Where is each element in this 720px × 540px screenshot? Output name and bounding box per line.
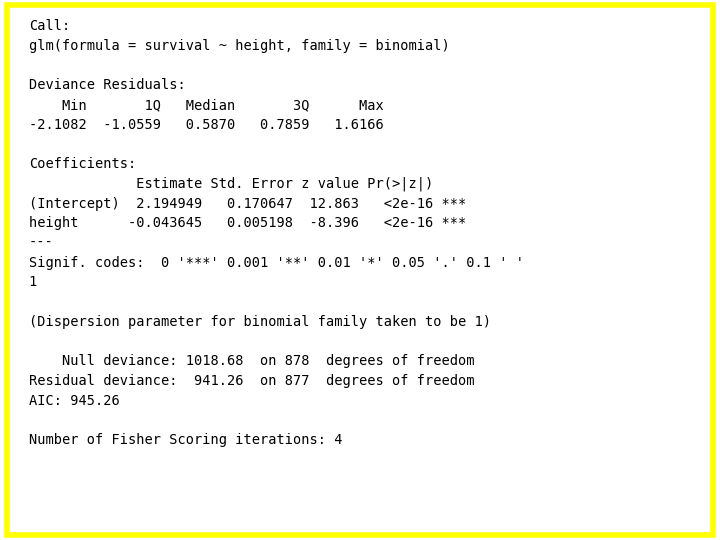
Text: glm(formula = survival ~ height, family = binomial): glm(formula = survival ~ height, family … [29, 39, 449, 52]
Text: 1: 1 [29, 275, 37, 289]
Text: Null deviance: 1018.68  on 878  degrees of freedom: Null deviance: 1018.68 on 878 degrees of… [29, 354, 474, 368]
Text: ---: --- [29, 236, 53, 250]
Text: Min       1Q   Median       3Q      Max: Min 1Q Median 3Q Max [29, 98, 384, 112]
Text: Number of Fisher Scoring iterations: 4: Number of Fisher Scoring iterations: 4 [29, 434, 342, 447]
Text: Signif. codes:  0 '***' 0.001 '**' 0.01 '*' 0.05 '.' 0.1 ' ': Signif. codes: 0 '***' 0.001 '**' 0.01 '… [29, 256, 523, 270]
Text: AIC: 945.26: AIC: 945.26 [29, 394, 120, 408]
Text: height      -0.043645   0.005198  -8.396   <2e-16 ***: height -0.043645 0.005198 -8.396 <2e-16 … [29, 216, 466, 230]
Text: Call:: Call: [29, 19, 70, 33]
Text: Estimate Std. Error z value Pr(>|z|): Estimate Std. Error z value Pr(>|z|) [29, 177, 433, 191]
Text: Deviance Residuals:: Deviance Residuals: [29, 78, 186, 92]
Text: Residual deviance:  941.26  on 877  degrees of freedom: Residual deviance: 941.26 on 877 degrees… [29, 374, 474, 388]
Text: -2.1082  -1.0559   0.5870   0.7859   1.6166: -2.1082 -1.0559 0.5870 0.7859 1.6166 [29, 118, 384, 132]
Text: Coefficients:: Coefficients: [29, 157, 136, 171]
Text: (Dispersion parameter for binomial family taken to be 1): (Dispersion parameter for binomial famil… [29, 315, 491, 329]
Text: (Intercept)  2.194949   0.170647  12.863   <2e-16 ***: (Intercept) 2.194949 0.170647 12.863 <2e… [29, 197, 466, 211]
